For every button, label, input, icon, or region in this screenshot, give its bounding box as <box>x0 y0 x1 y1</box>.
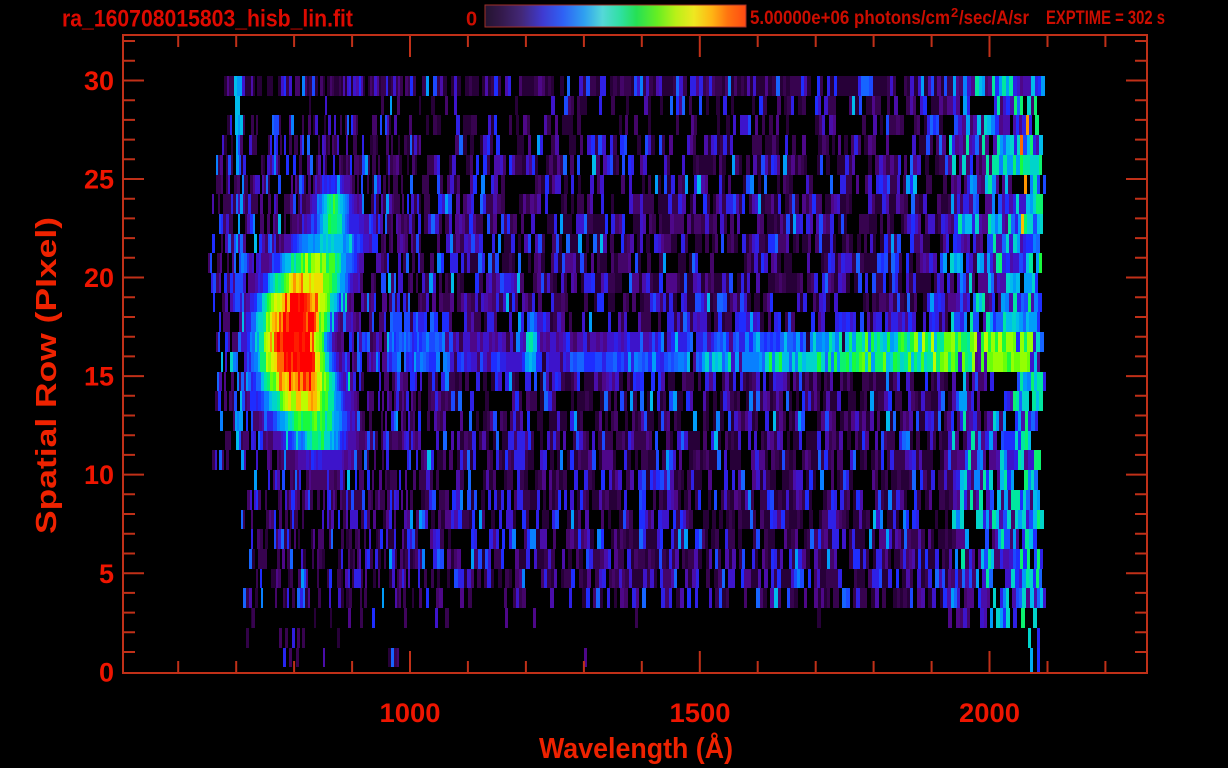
svg-text:15: 15 <box>84 362 114 392</box>
svg-text:/sec/A/sr: /sec/A/sr <box>959 8 1030 29</box>
svg-text:Wavelength (Å): Wavelength (Å) <box>539 732 733 765</box>
svg-text:2000: 2000 <box>959 698 1020 728</box>
svg-text:5: 5 <box>99 559 114 589</box>
svg-text:0: 0 <box>99 657 114 687</box>
svg-text:30: 30 <box>84 66 114 96</box>
svg-text:2: 2 <box>951 5 958 20</box>
svg-text:1500: 1500 <box>670 698 731 728</box>
svg-text:20: 20 <box>84 263 114 293</box>
svg-text:Spatial Row (PIxel): Spatial Row (PIxel) <box>31 217 63 534</box>
svg-text:5.00000e+06 photons/cm: 5.00000e+06 photons/cm <box>750 8 950 29</box>
svg-text:10: 10 <box>84 460 114 490</box>
svg-text:0: 0 <box>466 9 477 31</box>
svg-text:EXPTIME = 302 s: EXPTIME = 302 s <box>1046 8 1165 29</box>
svg-text:ra_160708015803_hisb_lin.fit: ra_160708015803_hisb_lin.fit <box>62 6 353 33</box>
svg-text:25: 25 <box>84 165 114 195</box>
svg-text:1000: 1000 <box>380 698 441 728</box>
